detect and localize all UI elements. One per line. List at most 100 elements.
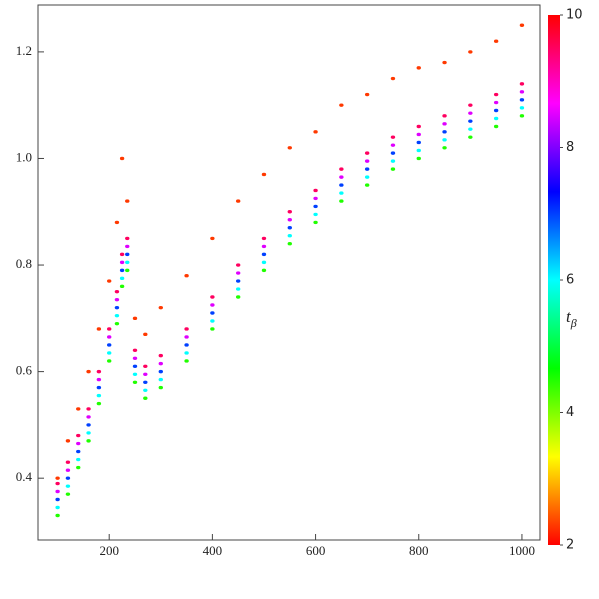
point	[114, 289, 120, 294]
point	[210, 319, 215, 323]
point	[86, 415, 91, 419]
point	[114, 297, 120, 302]
point	[364, 92, 370, 97]
point	[339, 103, 344, 107]
point	[96, 393, 102, 398]
point	[339, 175, 344, 179]
point	[339, 199, 344, 203]
point	[442, 122, 447, 126]
point	[158, 305, 163, 310]
point	[390, 76, 396, 81]
point	[287, 218, 292, 222]
point	[339, 167, 344, 171]
point	[364, 175, 370, 179]
point	[339, 191, 344, 195]
point	[210, 303, 215, 307]
point	[158, 369, 163, 374]
point	[96, 377, 102, 382]
point	[235, 263, 241, 267]
y-tick-label: 0.6	[16, 363, 33, 378]
point	[468, 135, 473, 139]
point	[210, 327, 215, 331]
colorbar-label: tβ	[566, 307, 577, 330]
point	[287, 234, 292, 238]
point	[96, 369, 102, 374]
point	[364, 159, 370, 163]
point	[364, 167, 370, 171]
point	[65, 439, 71, 443]
point	[125, 199, 130, 203]
point	[235, 295, 241, 299]
point	[55, 481, 60, 486]
point	[416, 140, 421, 145]
x-tick-label: 1000	[509, 543, 535, 558]
point	[132, 356, 138, 360]
point	[390, 135, 396, 139]
point	[119, 260, 125, 265]
point	[65, 468, 71, 472]
point	[55, 497, 60, 502]
point	[313, 196, 318, 201]
point	[55, 505, 60, 510]
point	[158, 385, 163, 390]
point	[287, 242, 292, 246]
point	[76, 433, 81, 438]
scatter-series	[55, 23, 525, 518]
point	[416, 132, 421, 137]
colorbar-tick-label: 2	[566, 538, 574, 553]
point	[235, 199, 241, 203]
point	[261, 252, 267, 257]
point	[132, 348, 138, 352]
point	[416, 156, 421, 161]
point	[114, 305, 120, 310]
colorbar-tick-label: 6	[566, 273, 574, 288]
x-tick-label: 200	[99, 543, 119, 558]
point	[519, 90, 525, 94]
point	[76, 407, 81, 411]
point	[114, 220, 120, 225]
point	[65, 460, 71, 464]
point	[390, 143, 396, 147]
point	[119, 252, 125, 257]
point	[119, 284, 125, 289]
point	[125, 244, 130, 249]
point	[114, 321, 120, 326]
point	[416, 148, 421, 153]
point	[143, 372, 148, 376]
colorbar-tick-label: 10	[566, 8, 583, 23]
point	[468, 50, 473, 54]
point	[65, 484, 71, 488]
point	[184, 327, 189, 331]
point	[468, 111, 473, 115]
y-tick-label: 1.0	[16, 149, 32, 164]
point	[416, 66, 421, 70]
point	[468, 119, 473, 123]
point	[313, 188, 318, 193]
point	[125, 252, 130, 257]
point	[86, 423, 91, 427]
point	[132, 364, 138, 368]
point	[313, 130, 318, 134]
point	[235, 287, 241, 291]
point	[143, 388, 148, 392]
point	[390, 159, 396, 163]
point	[261, 244, 267, 249]
point	[390, 151, 396, 155]
point	[132, 372, 138, 376]
point	[132, 316, 138, 321]
point	[184, 273, 189, 278]
point	[106, 279, 112, 283]
point	[184, 343, 189, 347]
point	[287, 210, 292, 214]
point	[96, 385, 102, 390]
point	[96, 401, 102, 406]
point	[106, 335, 112, 339]
point	[390, 167, 396, 171]
point	[493, 39, 499, 43]
point	[143, 396, 148, 400]
point	[158, 353, 163, 358]
point	[313, 220, 318, 225]
point	[55, 513, 60, 518]
